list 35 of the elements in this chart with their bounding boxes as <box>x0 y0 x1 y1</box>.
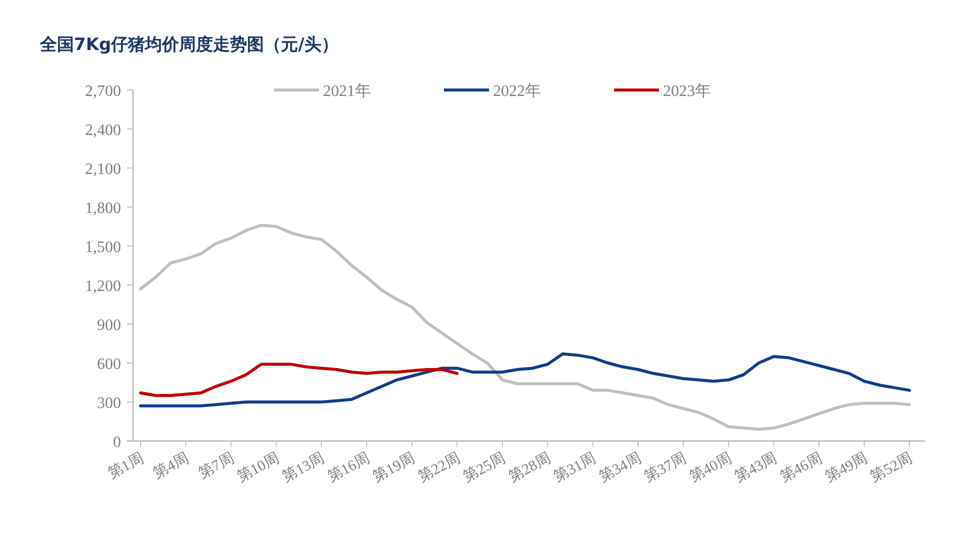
chart-title: 全国7Kg仔猪均价周度走势图（元/头） <box>39 35 338 55</box>
x-tick-label: 第40周 <box>686 450 734 486</box>
y-tick-label: 1,200 <box>85 278 121 295</box>
legend-label: 2023年 <box>663 83 711 100</box>
y-tick-label: 2,100 <box>85 161 121 178</box>
x-tick-label: 第25周 <box>460 450 508 486</box>
x-tick-label: 第37周 <box>641 450 690 486</box>
y-tick-label: 0 <box>113 434 121 451</box>
x-tick-label: 第4周 <box>150 450 192 482</box>
x-tick-label: 第7周 <box>196 450 237 482</box>
x-tick-label: 第22周 <box>415 450 464 486</box>
line-series <box>139 224 911 431</box>
y-tick-label: 900 <box>97 317 121 334</box>
x-tick-label: 第52周 <box>868 450 916 486</box>
x-tick-label: 第31周 <box>551 450 599 486</box>
x-tick-label: 第10周 <box>234 450 282 486</box>
y-tick-label: 1,800 <box>85 200 121 217</box>
x-tick-label: 第19周 <box>370 450 418 486</box>
line-series <box>139 352 911 408</box>
x-tick-label: 第13周 <box>280 450 328 486</box>
y-tick-label: 1,500 <box>85 239 121 256</box>
legend-label: 2022年 <box>493 83 541 100</box>
x-tick-label: 第28周 <box>506 450 554 486</box>
x-tick-label: 第16周 <box>324 450 373 486</box>
y-tick-label: 2,700 <box>85 83 121 100</box>
x-tick-label: 第43周 <box>732 450 780 486</box>
x-tick-label: 第49周 <box>822 450 870 486</box>
x-tick-label: 第46周 <box>777 450 825 486</box>
y-tick-label: 600 <box>97 356 121 373</box>
line-series <box>139 362 459 397</box>
legend-label: 2021年 <box>323 83 371 100</box>
y-tick-label: 2,400 <box>85 122 121 139</box>
y-tick-label: 300 <box>97 395 121 412</box>
x-tick-label: 第34周 <box>596 450 644 486</box>
x-tick-label: 第1周 <box>105 450 146 482</box>
